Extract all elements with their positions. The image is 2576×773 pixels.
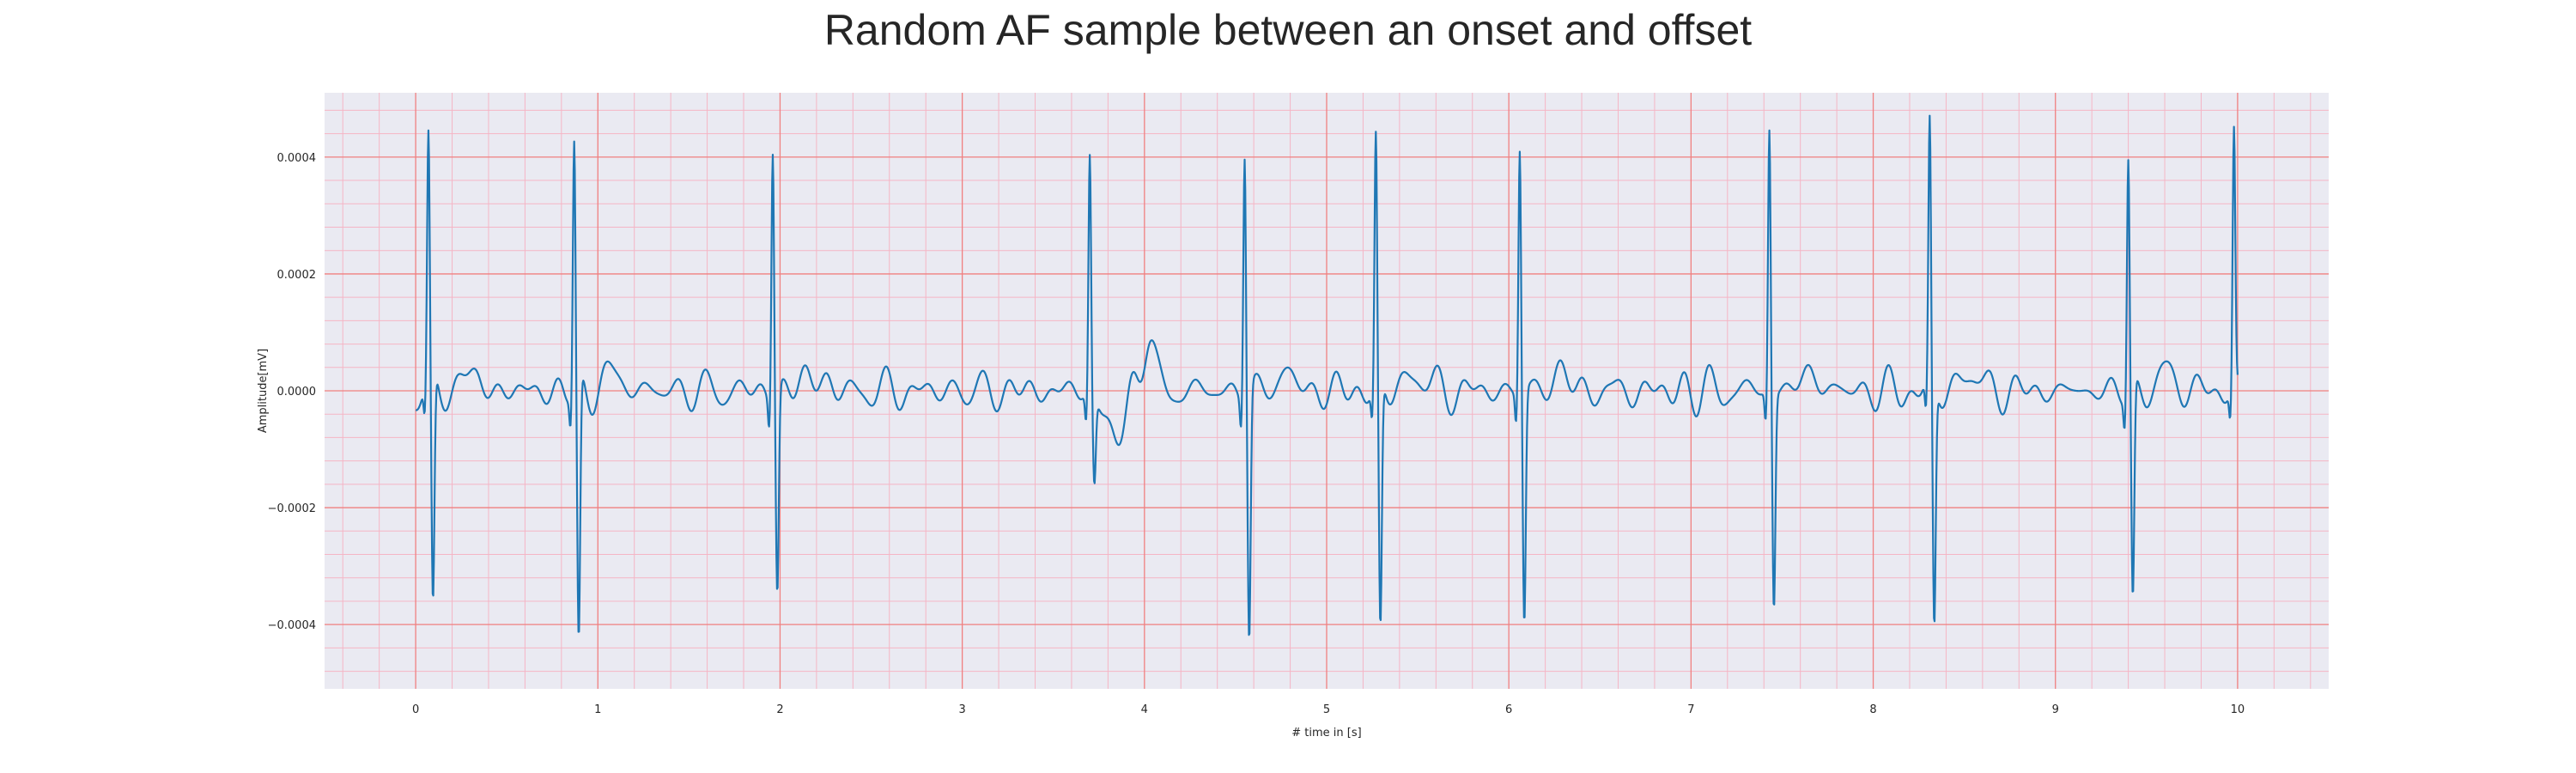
x-tick-label: 4 [1141,703,1148,716]
x-tick-label: 2 [776,703,783,716]
x-tick-label: 8 [1869,703,1876,716]
y-tick-labels: 0.0004 0.0002 0.0000 −0.0002 −0.0004 [268,152,316,632]
x-tick-label: 0 [412,703,419,716]
x-tick-label: 7 [1687,703,1694,716]
y-tick-label: 0.0000 [277,386,317,399]
x-tick-label: 1 [594,703,601,716]
x-tick-label: 9 [2052,703,2059,716]
ecg-signal-line [415,114,2239,636]
x-tick-label: 6 [1505,703,1512,716]
x-tick-label: 5 [1323,703,1330,716]
y-tick-label: −0.0004 [268,619,316,632]
chart-title: Random AF sample between an onset and of… [823,6,1753,54]
y-tick-label: −0.0002 [268,502,316,515]
x-tick-label: 10 [2231,703,2245,716]
y-tick-label: 0.0002 [277,269,317,282]
x-tick-label: 3 [958,703,965,716]
y-axis-label: Amplitude[mV] [257,349,270,433]
x-tick-labels: 0 1 2 3 4 5 6 7 8 9 10 [412,703,2245,716]
y-tick-label: 0.0004 [277,152,317,165]
x-axis-label: # time in [s] [1291,727,1361,740]
